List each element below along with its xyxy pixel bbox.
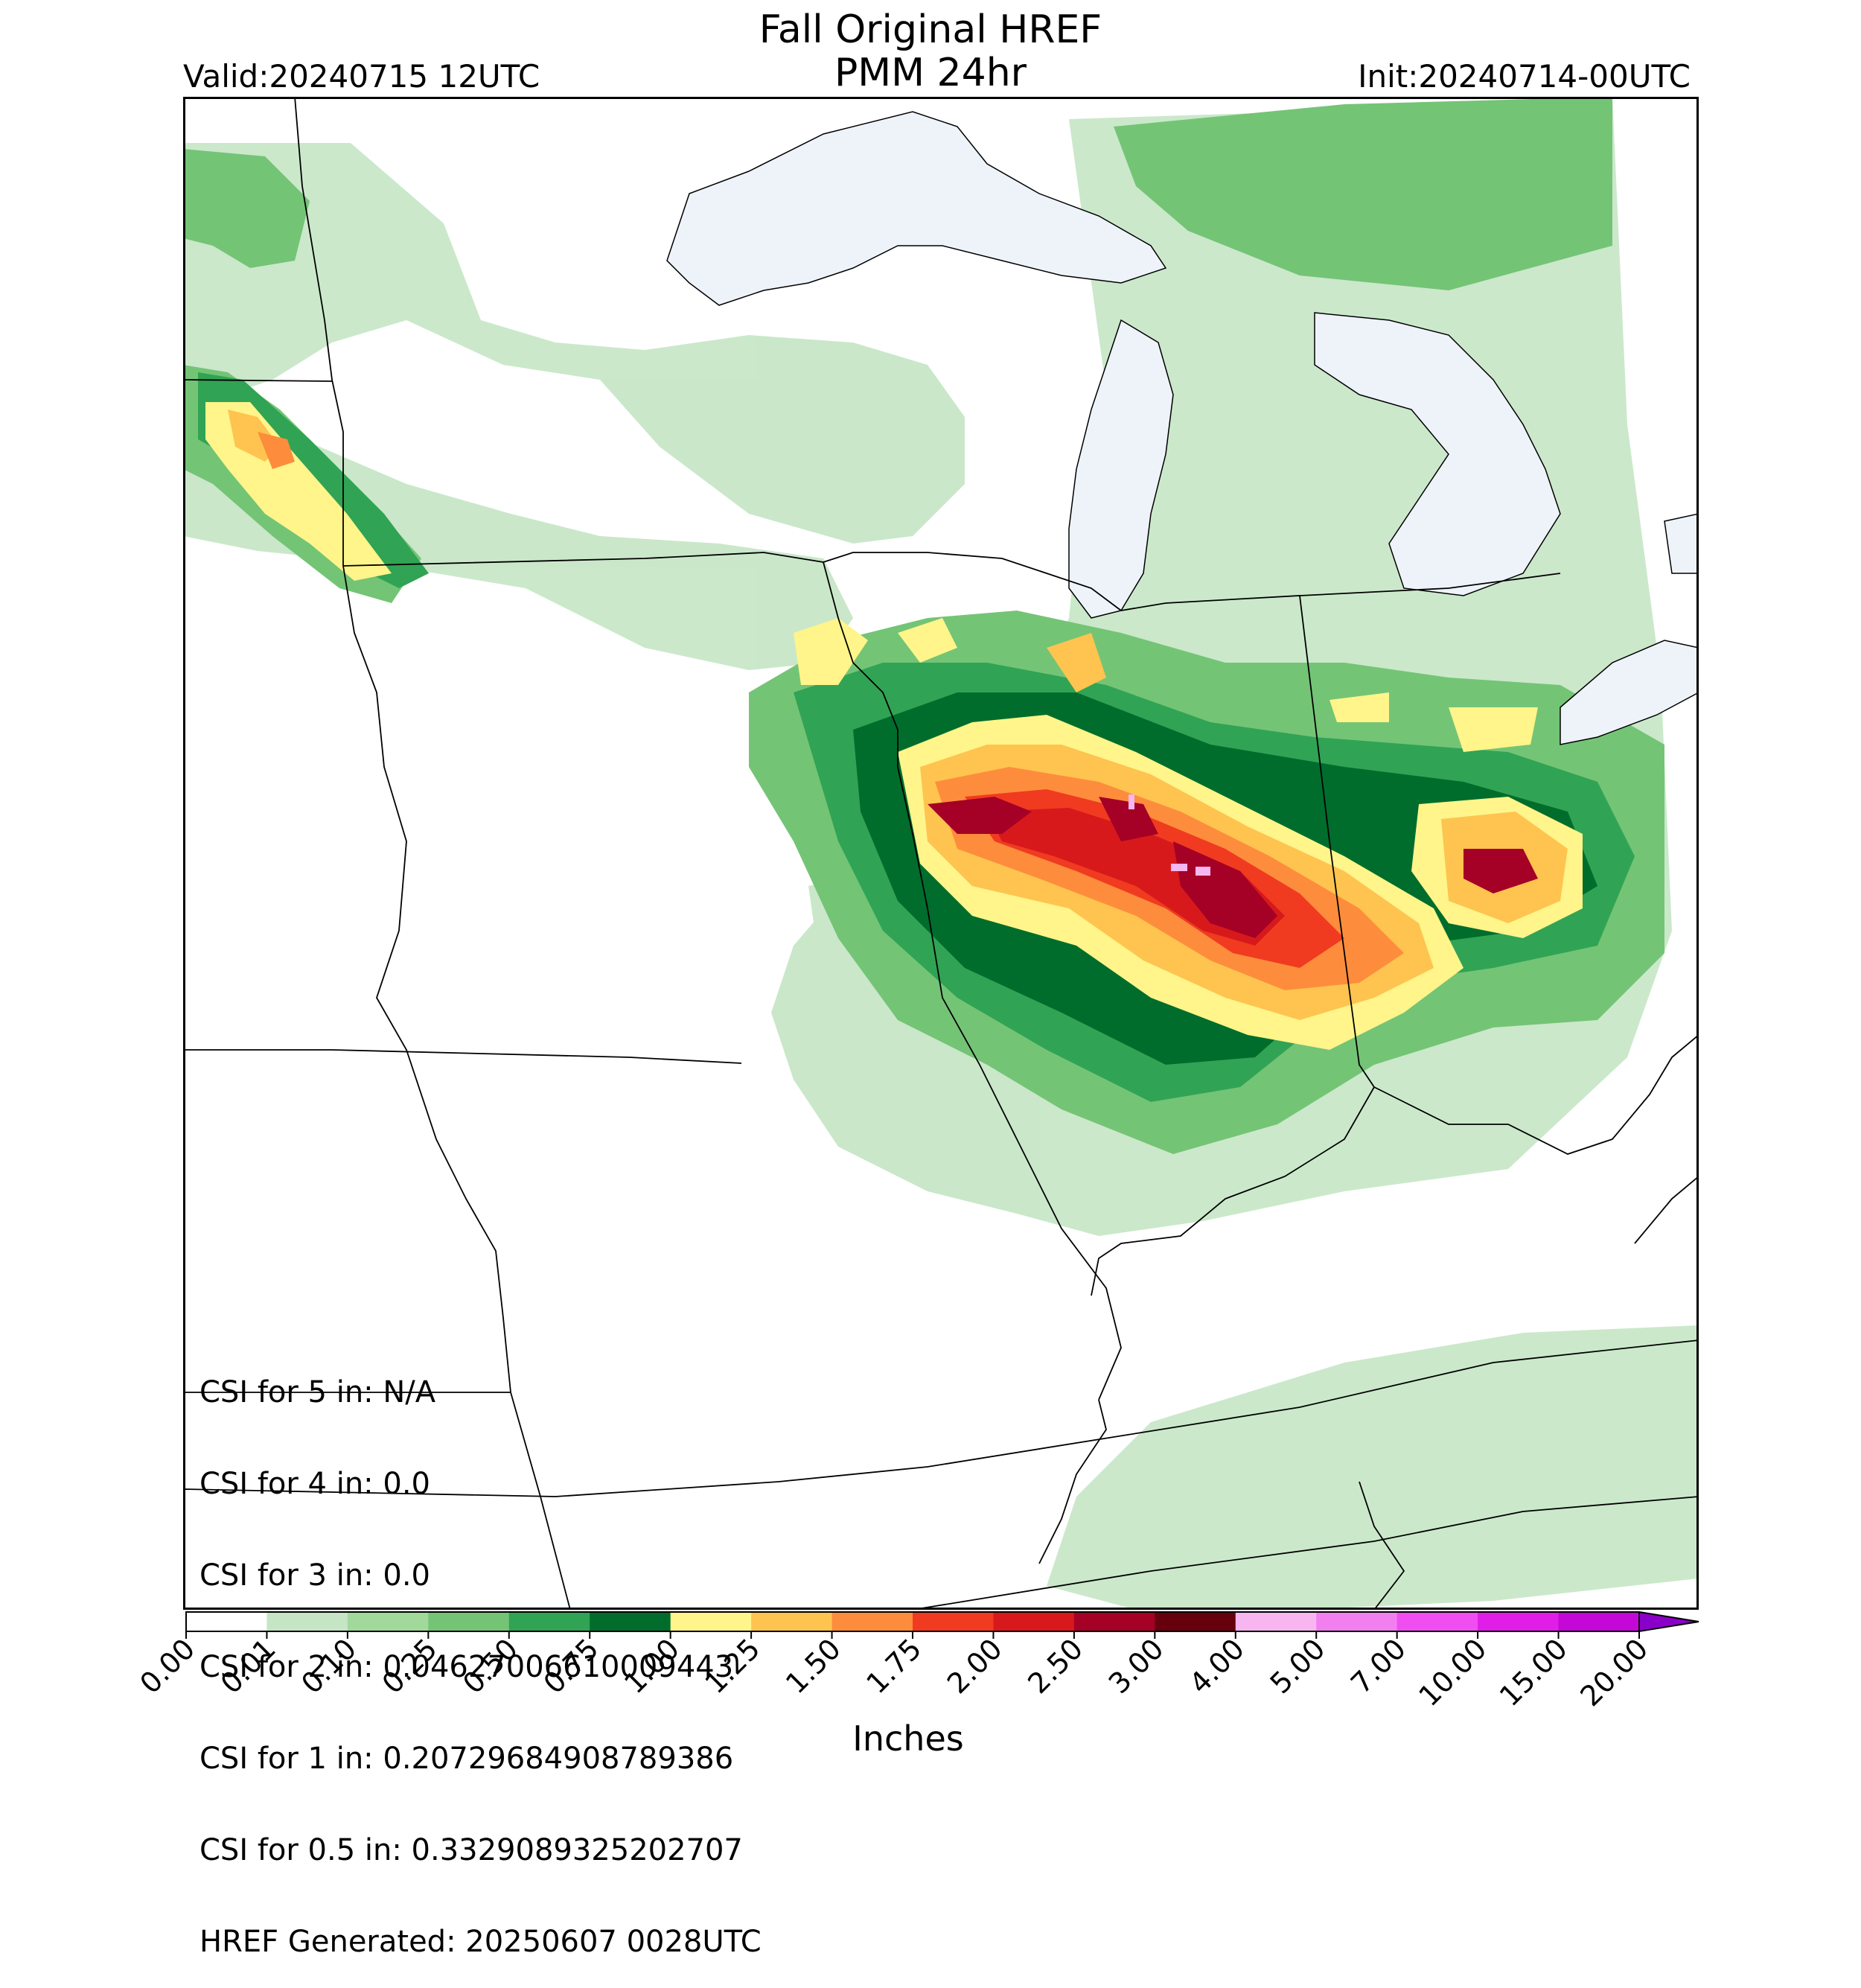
- colorbar-tick-label: 15.00: [1493, 1632, 1574, 1713]
- colorbar-swatch: [347, 1612, 429, 1631]
- colorbar-swatch: [1558, 1612, 1640, 1631]
- generated-time-line: HREF Generated: 20250607 0028UTC: [199, 1925, 762, 1959]
- colorbar-swatch: [1396, 1612, 1478, 1631]
- colorbar-swatch: [751, 1612, 833, 1631]
- colorbar-swatch: [1478, 1612, 1560, 1631]
- init-time-label: Init:20240714-00UTC: [1358, 58, 1691, 95]
- colorbar-swatches: 0.00 0.01 0.10 0.25 0.50 0.75 1.00 1.25 1.50 1.75…: [133, 1611, 1699, 1713]
- lake-ontario-corner: [1664, 513, 1699, 574]
- colorbar-tick-label: 1.25: [699, 1632, 767, 1700]
- colorbar-swatch: [508, 1612, 590, 1631]
- colorbar-tick-label: 0.10: [295, 1632, 363, 1700]
- csi-line: CSI for 3 in: 0.0: [199, 1558, 430, 1593]
- colorbar-swatch: [1235, 1612, 1317, 1631]
- colorbar-tick-label: 7.00: [1344, 1632, 1412, 1700]
- colorbar-tick-label: 1.75: [860, 1632, 928, 1700]
- csi-line: CSI for 0.5 in: 0.3329089325202707: [199, 1833, 743, 1867]
- csi-line: CSI for 2 in: 0.04627006610009443: [199, 1650, 734, 1684]
- precipitation-map: [183, 97, 1699, 1610]
- map-frame-border: [183, 97, 1699, 1610]
- colorbar: 0.00 0.01 0.10 0.25 0.50 0.75 1.00 1.25 1.50 1.75…: [133, 1611, 1700, 1834]
- colorbar-tick-label: 0.75: [537, 1632, 605, 1700]
- colorbar-swatch: [266, 1612, 348, 1631]
- lake-superior: [666, 111, 1167, 306]
- map-canvas: [183, 97, 1699, 1610]
- colorbar-tick-label: 0.01: [214, 1632, 282, 1700]
- csi-line: CSI for 4 in: 0.0: [199, 1467, 430, 1501]
- colorbar-swatch: [1155, 1612, 1236, 1631]
- colorbar-tick-label: 0.50: [456, 1632, 524, 1700]
- precip-northwest-heavy-shading: [205, 402, 392, 581]
- lake-michigan: [1068, 319, 1174, 619]
- lake-erie: [1560, 640, 1699, 745]
- colorbar-tick-label: 3.00: [1102, 1632, 1170, 1700]
- colorbar-tick-label: 4.00: [1183, 1632, 1251, 1700]
- colorbar-tick-label: 20.00: [1574, 1632, 1654, 1713]
- colorbar-swatch: [1316, 1612, 1398, 1631]
- colorbar-swatch: [428, 1612, 510, 1631]
- colorbar-tick-label: 1.50: [779, 1632, 847, 1700]
- map-title: Fall Original HREF: [759, 7, 1102, 52]
- colorbar-tick-label: 2.50: [1021, 1632, 1089, 1700]
- colorbar-swatch: [186, 1612, 267, 1631]
- colorbar-label: Inches: [852, 1718, 964, 1759]
- csi-line: CSI for 1 in: 0.20729684908789386: [199, 1742, 734, 1776]
- colorbar-tick-label: 5.00: [1264, 1632, 1332, 1700]
- colorbar-swatch: [831, 1612, 913, 1631]
- colorbar-tick-label: 1.00: [618, 1632, 686, 1700]
- colorbar-swatch: [1073, 1612, 1155, 1631]
- colorbar-tick-label: 2.00: [941, 1632, 1009, 1700]
- colorbar-swatch: [590, 1612, 671, 1631]
- colorbar-swatch: [913, 1612, 994, 1631]
- state-borders: [183, 97, 1699, 1610]
- precip-heavy-shading: [898, 715, 1583, 1050]
- colorbar-tick-label: 0.25: [376, 1632, 444, 1700]
- great-lakes: [666, 111, 1699, 745]
- colorbar-extend-arrow: [1638, 1611, 1699, 1633]
- valid-time-label: Valid:20240715 12UTC: [183, 58, 540, 95]
- precip-scattered-heavy-shading: [794, 618, 1538, 752]
- colorbar-swatch: [670, 1612, 752, 1631]
- map-subtitle: PMM 24hr: [834, 51, 1027, 95]
- colorbar-tick-label: 10.00: [1412, 1632, 1493, 1713]
- colorbar-tick-label: 0.00: [133, 1632, 201, 1700]
- lake-huron: [1314, 312, 1561, 596]
- csi-line: CSI for 5 in: N/A: [199, 1375, 436, 1409]
- colorbar-swatch: [993, 1612, 1075, 1631]
